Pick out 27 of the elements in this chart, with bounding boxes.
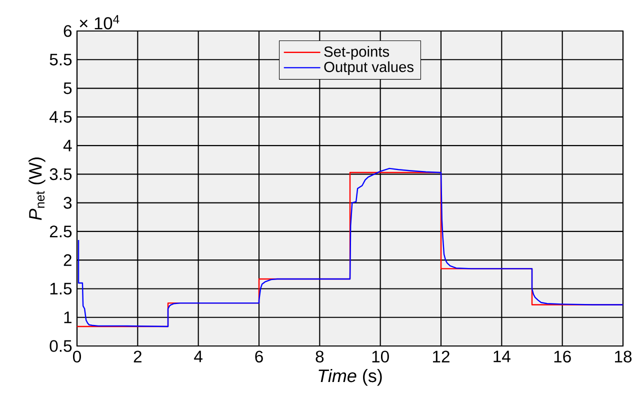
x-tick-label: 4 <box>194 350 202 362</box>
y-tick-label: 3.5 <box>50 168 72 180</box>
y-tick-label: 4 <box>63 140 72 152</box>
x-tick-label: 12 <box>433 350 450 362</box>
x-axis-title: Time (s) <box>318 368 382 386</box>
y-tick-label: 5 <box>64 82 72 94</box>
y-tick-label: 6 <box>64 25 72 37</box>
legend-label: Output values <box>324 61 414 76</box>
y-tick-label: 1 <box>64 312 72 324</box>
x-tick-label: 6 <box>255 350 263 363</box>
y-axis-title: P$_{net}$ (W) <box>28 158 46 220</box>
y-tick-label: 3 <box>64 196 72 209</box>
x-tick-label: 10 <box>372 350 389 363</box>
y-tick-label: 5.5 <box>50 54 72 66</box>
x-tick-label: 0 <box>73 350 81 363</box>
x-tick-label: 18 <box>615 350 632 363</box>
x-tick-label: 16 <box>554 350 571 363</box>
y-tick-label: 4.5 <box>50 111 72 123</box>
text: × 10$^{4}$ <box>80 15 120 30</box>
y-tick-label: 0.5 <box>50 340 72 352</box>
y-tick-label: 2 <box>64 254 72 266</box>
y-tick-label: 1.5 <box>50 282 72 295</box>
x-tick-label: 8 <box>316 350 324 363</box>
x-tick-label: 2 <box>134 350 142 362</box>
legend-label: Set-points <box>324 46 390 60</box>
x-tick-label: 14 <box>494 350 510 362</box>
y-tick-label: 2.5 <box>50 226 72 238</box>
